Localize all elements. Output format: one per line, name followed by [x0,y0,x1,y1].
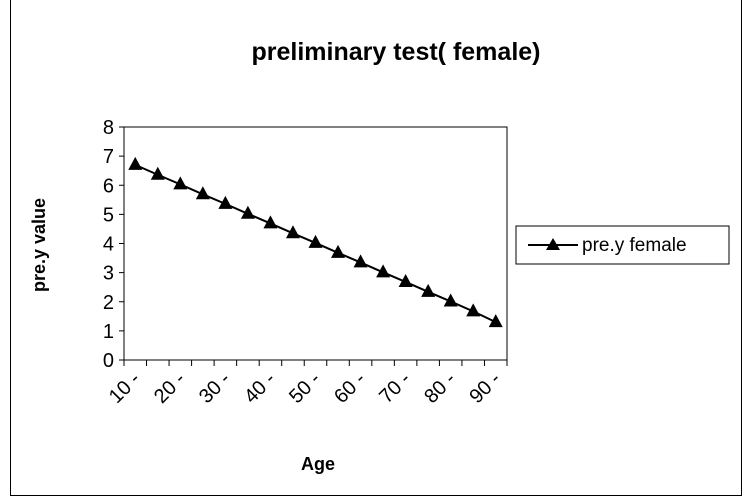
data-point-marker [173,176,188,190]
data-point-marker [376,264,391,278]
x-axis: 10 -20 -30 -40 -50 -60 -70 -80 -90 - [105,360,508,408]
data-point-marker [398,273,413,287]
data-point-marker [353,254,368,268]
x-tick-label: 90 - [465,368,505,408]
data-point-marker [285,225,300,239]
data-point-marker [218,195,233,209]
y-axis-title: pre.y value [29,198,49,292]
data-point-marker [308,234,323,248]
legend-marker-triangle-icon [546,238,560,250]
data-point-marker [443,293,458,307]
x-tick-label: 20 - [150,368,190,408]
y-tick-label: 1 [103,321,114,343]
data-point-marker [263,215,278,229]
x-tick-label: 60 - [330,368,370,408]
y-tick-label: 0 [103,350,114,372]
data-point-marker [488,314,503,328]
y-tick-label: 8 [103,117,114,139]
legend: pre.y female [515,225,730,265]
data-point-marker [240,205,255,219]
legend-label: pre.y female [582,235,687,256]
x-tick-label: 40 - [240,368,280,408]
series-pre-y-female [128,156,503,328]
x-axis-title: Age [301,454,335,474]
chart-frame: preliminary test( female) pre.y value Ag… [10,0,742,496]
y-tick-label: 6 [103,175,114,197]
x-tick-label: 10 - [105,368,145,408]
y-tick-label: 2 [103,292,114,314]
chart-title: preliminary test( female) [252,38,541,66]
y-tick-label: 5 [103,204,114,226]
data-point-marker [331,244,346,258]
data-point-marker [195,186,210,200]
y-axis: 0 1 2 3 4 5 6 7 8 [103,117,124,372]
x-tick-label: 30 - [195,368,235,408]
y-tick-label: 3 [103,263,114,285]
data-point-marker [466,303,481,317]
x-tick-label: 80 - [420,368,460,408]
y-tick-label: 4 [103,234,114,256]
data-point-marker [421,283,436,297]
line-chart: preliminary test( female) pre.y value Ag… [29,38,730,474]
x-tick-label: 50 - [285,368,325,408]
y-tick-label: 7 [103,146,114,168]
data-point-marker [128,156,143,170]
x-tick-label: 70 - [375,368,415,408]
data-point-marker [150,166,165,180]
